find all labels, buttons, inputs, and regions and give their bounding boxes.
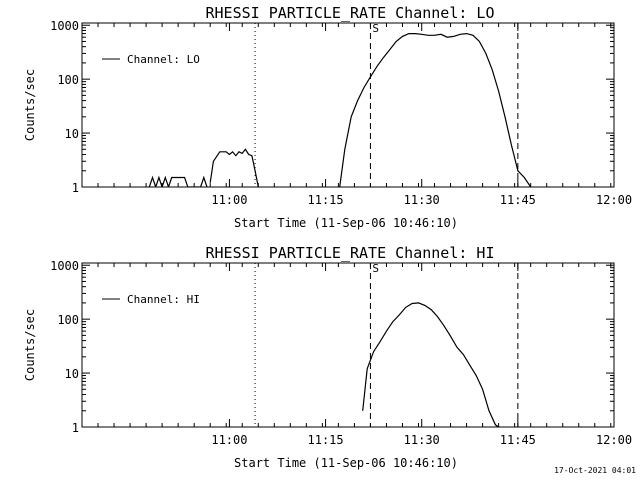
y-tick-label: 100 [57, 313, 79, 327]
series-line [148, 175, 208, 187]
y-tick-label: 1 [72, 181, 79, 195]
legend-label: Channel: LO [127, 53, 200, 66]
x-axis-label: Start Time (11-Sep-06 10:46:10) [234, 456, 458, 470]
x-tick-label: 11:30 [404, 193, 440, 207]
y-tick-label: 10 [65, 367, 79, 381]
series-line [362, 302, 499, 427]
x-axis-label: Start Time (11-Sep-06 10:46:10) [234, 216, 458, 230]
render-timestamp: 17-Oct-2021 04:01 [554, 466, 636, 475]
y-tick-label: 1000 [50, 19, 79, 33]
y-tick-label: 1000 [50, 259, 79, 273]
legend-label: Channel: HI [127, 293, 200, 306]
y-axis-label: Counts/sec [23, 69, 37, 141]
x-tick-label: 11:00 [211, 193, 247, 207]
chart-title: RHESSI PARTICLE_RATE Channel: LO [206, 4, 495, 22]
x-tick-label: 11:15 [308, 433, 344, 447]
x-tick-label: 12:00 [596, 193, 632, 207]
y-axis-label: Counts/sec [23, 309, 37, 381]
x-tick-label: 11:15 [308, 193, 344, 207]
y-tick-label: 1 [72, 421, 79, 435]
x-tick-label: 12:00 [596, 433, 632, 447]
x-tick-label: 11:00 [211, 433, 247, 447]
event-marker-label: S [372, 22, 379, 35]
x-tick-label: 11:30 [404, 433, 440, 447]
x-tick-label: 11:45 [500, 193, 536, 207]
series-line [209, 148, 259, 187]
chart-title: RHESSI PARTICLE_RATE Channel: HI [206, 244, 495, 262]
x-tick-label: 11:45 [500, 433, 536, 447]
plot-frame [81, 262, 615, 428]
event-marker-label: S [372, 262, 379, 275]
y-tick-label: 100 [57, 73, 79, 87]
plot-frame [81, 22, 615, 188]
y-tick-label: 10 [65, 127, 79, 141]
series-line [339, 32, 532, 187]
